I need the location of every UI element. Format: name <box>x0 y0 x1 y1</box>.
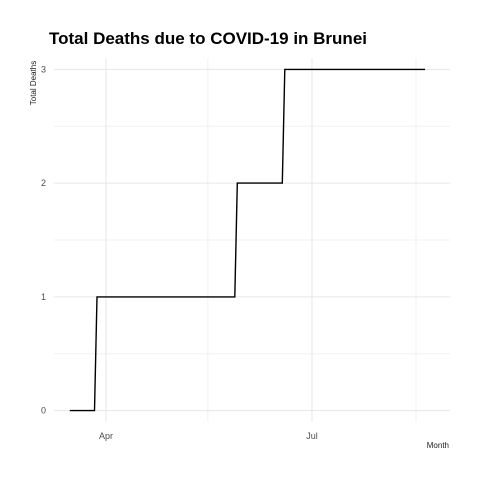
y-tick-label: 2 <box>41 178 46 188</box>
x-tick-labels: Apr Jul <box>99 431 318 441</box>
y-axis-title: Total Deaths <box>29 61 38 105</box>
x-axis-title: Month <box>427 441 449 450</box>
y-tick-labels: 0 1 2 3 <box>41 64 46 415</box>
series-layer <box>69 68 426 412</box>
y-tick-label: 0 <box>41 406 46 416</box>
y-tick-label: 1 <box>41 292 46 302</box>
y-tick-label: 3 <box>41 64 46 74</box>
total-deaths-line <box>69 68 426 412</box>
x-tick-label: Jul <box>306 431 318 441</box>
chart-title: Total Deaths due to COVID-19 in Brunei <box>49 29 367 48</box>
gridlines <box>54 58 450 422</box>
x-tick-label: Apr <box>99 431 113 441</box>
